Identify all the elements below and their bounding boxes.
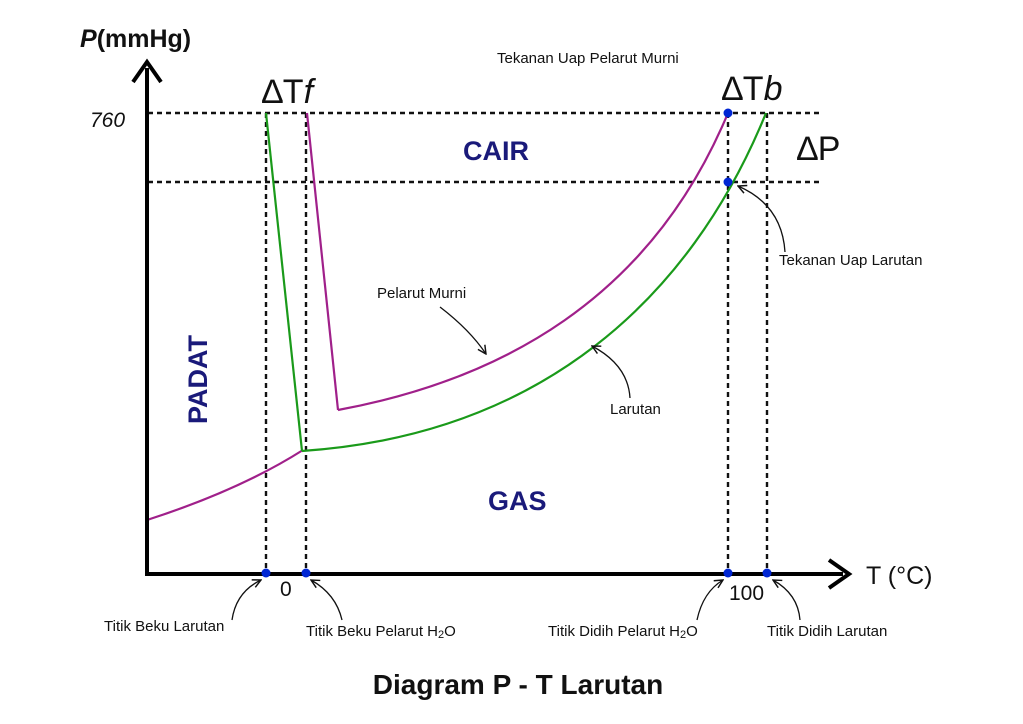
x-tick-100: 100 [729,582,764,605]
solution-fusion-curve [264,112,304,452]
arrow-fp-solution [231,580,261,621]
annotation-fp-solution: Titik Beku Larutan [104,618,224,635]
annotation-bp-pure: Titik Didih Pelarut H2O [548,623,698,641]
y-tick-760: 760 [90,109,125,132]
annotation-solution-vapor: Tekanan Uap Larutan [779,252,922,269]
sublimation-curve [146,449,304,522]
point-bp-pure [723,568,733,578]
point-pure-vapor-760 [723,108,733,118]
x-axis-arrowhead [827,558,853,590]
annotation-fp-pure: Titik Beku Pelarut H2O [306,623,456,641]
arrow-bp-solution [773,580,801,621]
annotation-pure-vapor: Tekanan Uap Pelarut Murni [497,50,679,67]
region-solid: PADAT [183,335,213,424]
arrow-fp-pure [311,580,343,621]
delta-p: ∆P [797,130,840,168]
diagram-title: Diagram P - T Larutan [373,669,663,700]
region-liquid: CAIR [463,136,529,166]
arrow-bp-pure [696,580,723,621]
curves [146,112,768,522]
point-fp-solution [261,568,271,578]
point-fp-pure [301,568,311,578]
points [261,108,772,578]
solution-vaporization-curve [301,112,768,453]
delta-tf: ∆Tf [262,73,317,111]
delta-tb: ∆Tb [722,70,783,108]
annotation-pure-curve: Pelarut Murni [377,285,466,302]
annotation-solution-curve: Larutan [610,401,661,418]
annotation-arrows [231,186,801,621]
x-axis-label: T (°C) [866,562,932,590]
arrow-solution-vapor [738,186,786,253]
region-gas: GAS [488,486,547,516]
y-axis-label: P(mmHg) [80,25,191,53]
x-tick-0: 0 [280,578,292,601]
annotation-bp-solution: Titik Didih Larutan [767,623,887,640]
pure-fusion-curve [305,112,340,411]
pure-vaporization-curve [337,112,730,412]
arrow-pure-curve [439,306,486,354]
y-axis-arrowhead [131,58,163,84]
reference-lines [148,111,822,573]
point-bp-solution [762,568,772,578]
arrow-solution-curve [592,346,631,399]
point-solution-vapor [723,177,733,187]
